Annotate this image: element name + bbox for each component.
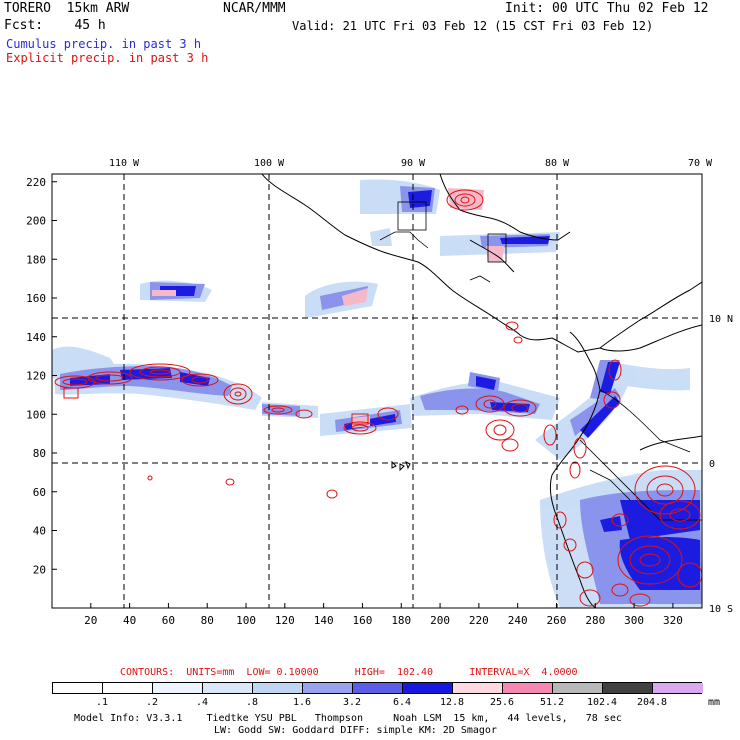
x-tick-label: 280 xyxy=(585,614,605,627)
y-tick-label: 40 xyxy=(33,525,46,538)
lon-label: 100 W xyxy=(254,158,285,169)
model-info: Model Info: V3.3.1 Tiedtke YSU PBL Thomp… xyxy=(74,713,622,724)
x-tick-label: 100 xyxy=(236,614,256,627)
explicit-contours xyxy=(54,189,702,607)
coastlines xyxy=(261,174,702,608)
lon-label: 90 W xyxy=(401,158,426,169)
legend-label: .4 xyxy=(195,697,209,708)
legend-swatch xyxy=(453,683,503,693)
x-axis: 20 40 60 80 100 120 140 160 180 200 220 240 260 280 30… xyxy=(84,603,683,627)
x-tick-label: 200 xyxy=(430,614,450,627)
legend-swatch xyxy=(553,683,603,693)
legend-swatch xyxy=(653,683,703,693)
y-tick-label: 20 xyxy=(33,563,46,576)
y-tick-label: 200 xyxy=(26,215,46,228)
y-tick-label: 180 xyxy=(26,253,46,266)
y-tick-label: 60 xyxy=(33,486,46,499)
lat-label: 10 N xyxy=(709,314,733,325)
x-tick-label: 40 xyxy=(123,614,136,627)
x-tick-label: 120 xyxy=(275,614,295,627)
y-tick-label: 120 xyxy=(26,370,46,383)
x-tick-label: 320 xyxy=(663,614,683,627)
color-legend xyxy=(52,682,703,694)
legend-label: .8 xyxy=(245,697,259,708)
graticule xyxy=(52,174,702,608)
legend-label: .2 xyxy=(145,697,159,708)
forecast-hour: Fcst: 45 h xyxy=(4,18,106,33)
legend-label: 204.8 xyxy=(636,697,668,708)
x-tick-label: 220 xyxy=(469,614,489,627)
y-axis: 220 200 180 160 140 120 100 80 60 40 20 xyxy=(26,176,57,576)
y-tick-label: 220 xyxy=(26,176,46,189)
init-time: Init: 00 UTC Thu 02 Feb 12 xyxy=(505,1,709,16)
legend-label: 12.8 xyxy=(439,697,465,708)
legend-swatch xyxy=(103,683,153,693)
model-title: TORERO 15km ARW xyxy=(4,1,130,16)
legend-swatch xyxy=(353,683,403,693)
legend-label: 1.6 xyxy=(292,697,312,708)
legend-swatch xyxy=(403,683,453,693)
legend-label: 6.4 xyxy=(392,697,412,708)
x-tick-label: 80 xyxy=(201,614,214,627)
legend-label: 3.2 xyxy=(342,697,362,708)
center-label: NCAR/MMM xyxy=(223,1,286,16)
x-tick-label: 240 xyxy=(508,614,528,627)
valid-time: Valid: 21 UTC Fri 03 Feb 12 (15 CST Fri … xyxy=(292,19,654,33)
legend-swatch xyxy=(503,683,553,693)
y-tick-label: 80 xyxy=(33,447,46,460)
legend-swatch xyxy=(53,683,103,693)
y-tick-label: 100 xyxy=(26,408,46,421)
contour-info: CONTOURS: UNITS=mm LOW= 0.10000 HIGH= 10… xyxy=(120,667,578,678)
legend-label: 51.2 xyxy=(539,697,565,708)
x-tick-label: 300 xyxy=(624,614,644,627)
legend-label: .1 xyxy=(95,697,109,708)
plot-frame xyxy=(51,173,703,609)
legend-label: 25.6 xyxy=(489,697,515,708)
x-tick-label: 140 xyxy=(314,614,334,627)
legend-swatch xyxy=(303,683,353,693)
country-borders xyxy=(379,201,702,521)
legend-swatch xyxy=(603,683,653,693)
legend-swatch xyxy=(203,683,253,693)
y-tick-label: 160 xyxy=(26,292,46,305)
field-label-explicit: Explicit precip. in past 3 h xyxy=(6,51,209,65)
x-tick-label: 260 xyxy=(547,614,567,627)
lon-label: 110 W xyxy=(109,158,140,169)
lat-label: 0 xyxy=(709,459,715,470)
x-tick-label: 60 xyxy=(162,614,175,627)
legend-swatch xyxy=(153,683,203,693)
legend-swatch xyxy=(253,683,303,693)
legend-units: mm xyxy=(708,697,721,708)
lat-label: 10 S xyxy=(709,604,733,615)
model-physics: LW: Godd SW: Goddard DIFF: simple KM: 2D… xyxy=(214,725,497,736)
cumulus-heavy-areas xyxy=(70,190,700,590)
legend-label: 102.4 xyxy=(586,697,618,708)
x-tick-label: 180 xyxy=(391,614,411,627)
x-tick-label: 160 xyxy=(353,614,373,627)
y-tick-label: 140 xyxy=(26,331,46,344)
x-tick-label: 20 xyxy=(84,614,97,627)
lon-label: 70 W xyxy=(688,158,713,169)
lon-label: 80 W xyxy=(545,158,570,169)
field-label-cumulus: Cumulus precip. in past 3 h xyxy=(6,37,202,51)
